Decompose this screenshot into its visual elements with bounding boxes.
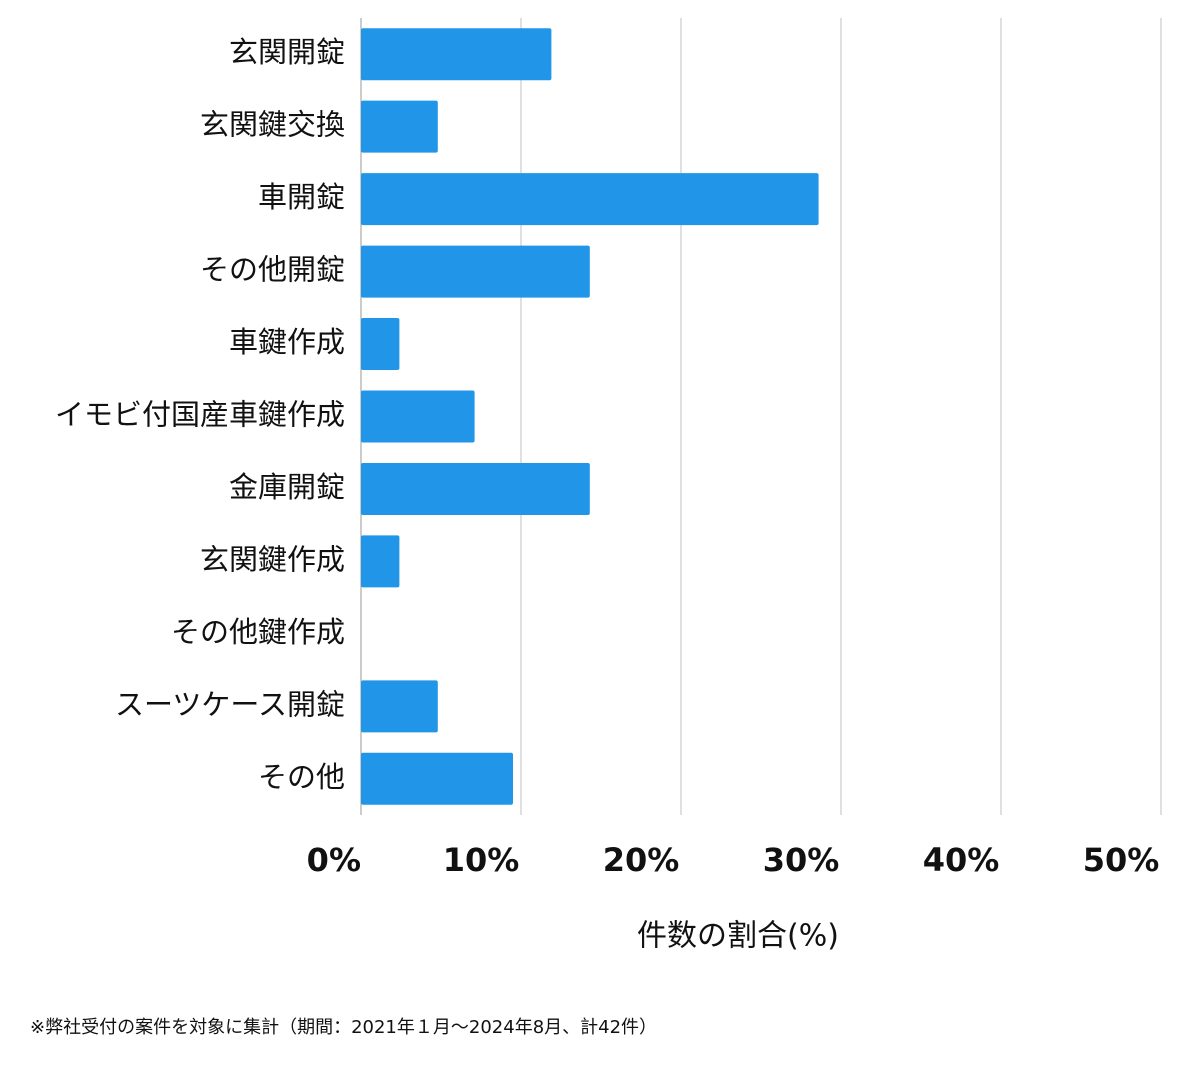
y-tick-label: 玄関鍵交換	[200, 108, 345, 142]
x-tick-label: 30%	[763, 841, 840, 879]
bar	[361, 462, 590, 515]
x-tick-label: 10%	[443, 841, 520, 879]
y-tick-label: 玄関鍵作成	[200, 542, 345, 576]
bar	[361, 752, 513, 805]
bar	[361, 245, 590, 298]
y-tick-label: 車鍵作成	[229, 325, 345, 359]
x-axis-label: 件数の割合(%)	[637, 919, 839, 954]
footnote: ※弊社受付の案件を対象に集計（期間：2021年１月〜2024年8月、計42件）	[30, 1017, 657, 1038]
y-tick-label: その他開錠	[200, 253, 345, 287]
y-tick-label: スーツケース開錠	[115, 687, 345, 721]
y-tick-label: その他	[258, 760, 345, 794]
bar	[361, 28, 552, 81]
x-tick-label: 50%	[1083, 841, 1160, 879]
y-tick-label: 車開錠	[258, 180, 345, 214]
y-tick-label: 玄関開錠	[229, 35, 345, 69]
bar	[361, 100, 438, 153]
bar	[361, 680, 438, 733]
bar	[361, 318, 400, 371]
y-tick-label: イモビ付国産車鍵作成	[55, 398, 345, 432]
x-tick-label: 20%	[603, 841, 680, 879]
x-tick-label: 40%	[923, 841, 1000, 879]
y-tick-label: 金庫開錠	[229, 470, 345, 504]
bar	[361, 535, 400, 588]
x-tick-label: 0%	[307, 841, 361, 879]
bar	[361, 390, 475, 443]
y-tick-label: その他鍵作成	[171, 615, 345, 649]
bar	[361, 173, 819, 226]
